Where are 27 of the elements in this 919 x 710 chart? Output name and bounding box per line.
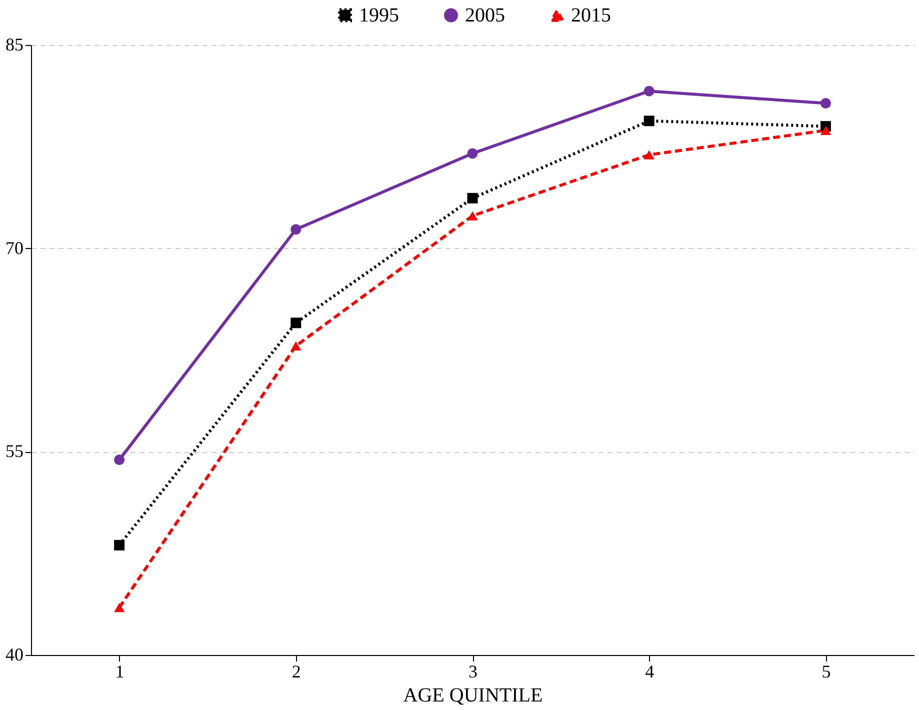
point <box>114 540 125 550</box>
point <box>290 224 302 235</box>
x-tick-label: 3 <box>468 662 478 682</box>
point <box>644 150 654 160</box>
legend-label: 2005 <box>465 4 505 26</box>
y-tick-label: 40 <box>6 644 24 664</box>
x-tick-label: 2 <box>292 662 301 682</box>
x-tick-label: 5 <box>822 662 831 682</box>
y-tick-label: 55 <box>6 441 24 462</box>
legend-label: 2015 <box>571 4 611 27</box>
point <box>467 148 478 159</box>
legend-label: 1995 <box>359 4 399 26</box>
x-tick-label: 1 <box>115 662 124 682</box>
point <box>467 211 478 220</box>
y-tick-label: 85 <box>6 34 24 54</box>
point <box>644 86 654 96</box>
point <box>114 454 125 466</box>
point <box>820 126 831 135</box>
x-tick-label: 4 <box>645 662 654 682</box>
x-axis-title: AGE QUINTILE <box>403 684 543 706</box>
point <box>290 341 302 350</box>
point <box>467 192 478 204</box>
point <box>820 98 831 109</box>
y-tick-label: 70 <box>6 238 24 258</box>
point <box>644 116 654 126</box>
point <box>114 603 125 612</box>
point <box>290 318 302 328</box>
